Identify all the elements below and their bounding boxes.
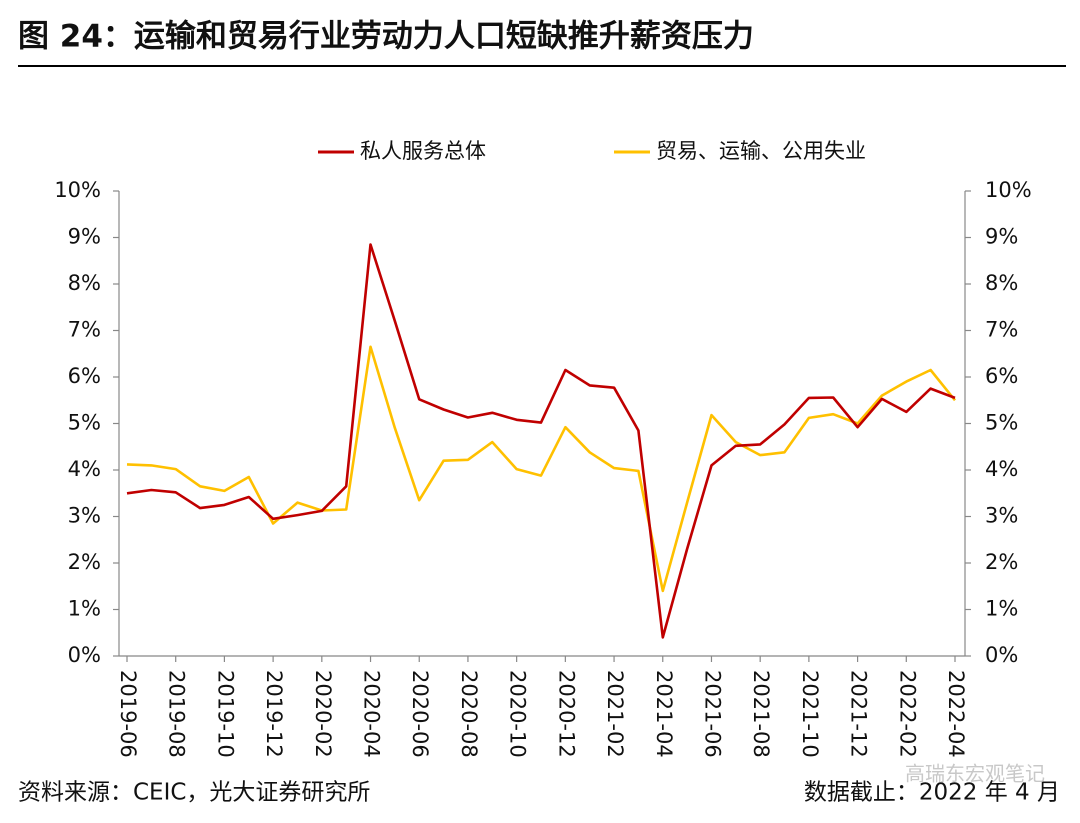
x-tick-label: 2020-02	[311, 670, 335, 758]
x-tick-label: 2019-06	[116, 670, 140, 758]
y2-tick-label: 6%	[985, 364, 1018, 388]
x-tick-label: 2021-02	[603, 670, 627, 758]
y2-tick-label: 1%	[985, 597, 1018, 621]
y-tick-label: 4%	[68, 457, 101, 481]
x-tick-label: 2021-12	[847, 670, 871, 758]
y2-tick-label: 0%	[985, 643, 1018, 667]
x-tick-label: 2019-10	[213, 670, 237, 758]
y2-tick-label: 8%	[985, 271, 1018, 295]
x-tick-label: 2020-10	[506, 670, 530, 758]
y2-tick-label: 3%	[985, 504, 1018, 528]
y2-tick-label: 5%	[985, 411, 1018, 435]
x-tick-label: 2021-10	[798, 670, 822, 758]
x-tick-label: 2020-08	[457, 670, 481, 758]
y-tick-label: 10%	[54, 178, 101, 202]
legend-label: 私人服务总体	[360, 139, 486, 163]
y2-tick-label: 7%	[985, 318, 1018, 342]
y-tick-label: 5%	[68, 411, 101, 435]
y-tick-label: 8%	[68, 271, 101, 295]
y-tick-label: 9%	[68, 225, 101, 249]
source: 资料来源：CEIC，光大证券研究所	[18, 780, 370, 806]
y-tick-label: 7%	[68, 318, 101, 342]
watermark: 高瑞东宏观笔记	[905, 762, 1045, 786]
y2-tick-label: 4%	[985, 457, 1018, 481]
x-tick-label: 2020-12	[554, 670, 578, 758]
x-tick-label: 2022-04	[944, 670, 968, 758]
y2-tick-label: 9%	[985, 225, 1018, 249]
y-tick-label: 2%	[68, 550, 101, 574]
x-tick-label: 2021-08	[749, 670, 773, 758]
chart-title: 图 24：运输和贸易行业劳动力人口短缺推升薪资压力	[18, 19, 754, 55]
note: 数据截止：2022 年 4 月	[804, 780, 1060, 806]
x-tick-label: 2019-08	[165, 670, 189, 758]
x-tick-label: 2020-04	[360, 670, 384, 758]
y-tick-label: 6%	[68, 364, 101, 388]
y-tick-label: 1%	[68, 597, 101, 621]
x-tick-label: 2021-04	[652, 670, 676, 758]
legend-label: 贸易、运输、公用失业	[656, 139, 866, 163]
y2-tick-label: 2%	[985, 550, 1018, 574]
series-line	[126, 243, 956, 639]
y-tick-label: 3%	[68, 504, 101, 528]
x-tick-label: 2022-02	[895, 670, 919, 758]
x-tick-label: 2020-06	[408, 670, 432, 758]
x-tick-label: 2021-06	[700, 670, 724, 758]
y2-tick-label: 10%	[985, 178, 1032, 202]
x-tick-label: 2019-12	[262, 670, 286, 758]
y-tick-label: 0%	[68, 643, 101, 667]
series-line	[126, 345, 957, 593]
